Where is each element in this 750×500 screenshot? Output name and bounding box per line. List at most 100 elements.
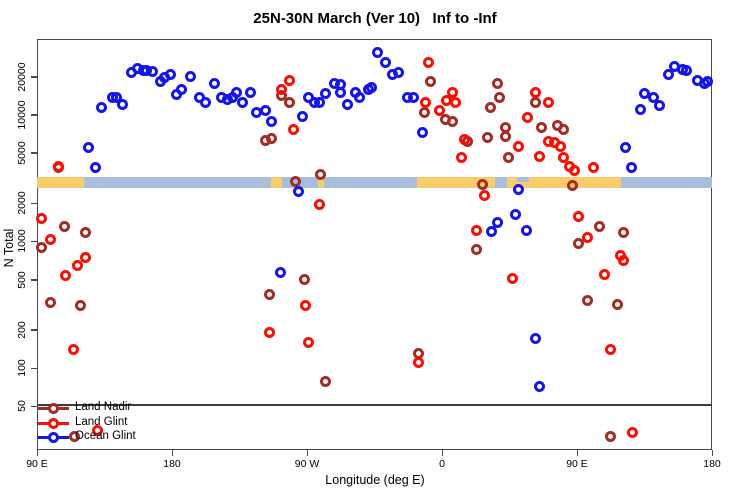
data-point-land-glint (447, 87, 458, 99)
x-tick-label: 0 (439, 458, 445, 470)
data-point-land-nadir (582, 295, 593, 307)
data-point-land-glint (36, 212, 47, 224)
data-point-land-glint (433, 104, 445, 116)
y-tick-label: 1000 (16, 229, 28, 254)
data-point-ocean-glint (417, 127, 428, 139)
y-tick (31, 405, 37, 408)
data-point-ocean-glint (199, 97, 211, 109)
x-axis-title: Longitude (deg E) (325, 473, 425, 487)
data-point-land-nadir (315, 169, 326, 181)
data-point-land-glint (283, 74, 295, 86)
legend-marker-icon (48, 432, 59, 443)
legend-marker-icon (48, 403, 59, 414)
data-point-land-glint (618, 254, 629, 266)
data-point-land-nadir (481, 132, 493, 144)
y-tick (31, 114, 37, 116)
data-point-land-glint (456, 151, 467, 163)
data-point-land-nadir (529, 96, 541, 108)
data-point-land-glint (555, 141, 566, 153)
surface-band-land (37, 176, 84, 188)
legend-label: Land Glint (75, 415, 128, 428)
data-point-ocean-glint (274, 266, 286, 278)
data-point-ocean-glint (534, 380, 545, 392)
reference-line (37, 404, 712, 406)
data-point-land-nadir (298, 274, 310, 285)
data-point-land-glint (507, 272, 518, 284)
data-point-land-glint (478, 190, 490, 202)
x-tick (36, 450, 38, 456)
data-point-land-glint (604, 344, 616, 355)
data-point-ocean-glint (393, 67, 404, 79)
data-point-land-glint (420, 97, 431, 109)
y-axis-title: N Total (2, 228, 16, 268)
data-point-land-glint (627, 426, 638, 438)
x-tick-label: 90 E (566, 458, 588, 470)
y-tick-label: 10000 (16, 100, 28, 130)
data-point-ocean-glint (663, 68, 674, 80)
data-point-land-nadir (283, 96, 295, 108)
data-point-land-glint (91, 425, 103, 437)
data-point-land-nadir (604, 430, 616, 442)
legend-marker-icon (48, 417, 59, 429)
y-tick (31, 202, 37, 205)
data-point-ocean-glint (702, 76, 713, 88)
data-point-land-nadir (69, 430, 80, 442)
surface-band-land (506, 176, 621, 188)
surface-band-ocean (620, 176, 712, 188)
data-point-land-glint (450, 97, 461, 109)
legend-label: Ocean Glint (75, 430, 136, 442)
data-point-ocean-glint (529, 333, 541, 345)
data-point-land-nadir (499, 131, 511, 143)
data-point-land-nadir (612, 299, 623, 311)
y-tick (31, 76, 37, 78)
data-point-ocean-glint (379, 57, 391, 69)
data-point-land-glint (534, 150, 545, 162)
x-tick (711, 450, 713, 456)
data-point-ocean-glint (313, 97, 325, 109)
data-point-ocean-glint (147, 65, 158, 77)
data-point-ocean-glint (625, 162, 637, 174)
data-point-land-nadir (535, 121, 547, 133)
data-point-ocean-glint (342, 99, 353, 111)
data-point-ocean-glint (510, 209, 521, 221)
data-point-ocean-glint (654, 100, 665, 112)
data-point-ocean-glint (492, 217, 503, 229)
data-point-land-glint (598, 268, 610, 280)
x-tick-label: 90 E (26, 458, 48, 470)
data-point-land-glint (459, 134, 470, 146)
data-point-land-nadir (502, 152, 514, 164)
data-point-land-glint (79, 251, 91, 263)
x-tick-label: 180 (163, 458, 181, 470)
data-point-ocean-glint (619, 142, 631, 154)
y-tick-label: 20000 (16, 62, 28, 92)
data-point-ocean-glint (265, 116, 277, 128)
data-point-land-nadir (447, 116, 458, 128)
data-point-land-glint (423, 56, 434, 68)
x-tick (306, 450, 308, 456)
y-tick (31, 329, 37, 331)
data-point-land-nadir (558, 124, 569, 136)
data-point-land-nadir (493, 91, 505, 103)
data-point-ocean-glint (82, 142, 94, 154)
data-point-ocean-glint (648, 91, 659, 103)
data-point-land-glint (412, 357, 424, 369)
data-point-land-nadir (58, 221, 70, 233)
data-point-land-glint (543, 96, 554, 108)
surface-band-land (317, 176, 324, 188)
data-point-land-glint (582, 231, 593, 243)
data-point-land-nadir (424, 76, 436, 88)
y-tick-label: 100 (16, 359, 28, 377)
data-point-ocean-glint (96, 101, 107, 113)
surface-band-land (271, 176, 282, 188)
data-point-land-nadir (75, 300, 86, 312)
data-point-land-glint (471, 225, 482, 237)
y-tick (31, 367, 37, 369)
surface-band-ocean (494, 176, 507, 188)
data-point-land-glint (72, 260, 83, 272)
data-point-land-nadir (319, 376, 331, 388)
data-point-land-nadir (567, 180, 578, 192)
legend-label: Land Nadir (75, 401, 132, 413)
x-tick-label: 180 (703, 458, 721, 470)
data-point-ocean-glint (520, 224, 532, 236)
